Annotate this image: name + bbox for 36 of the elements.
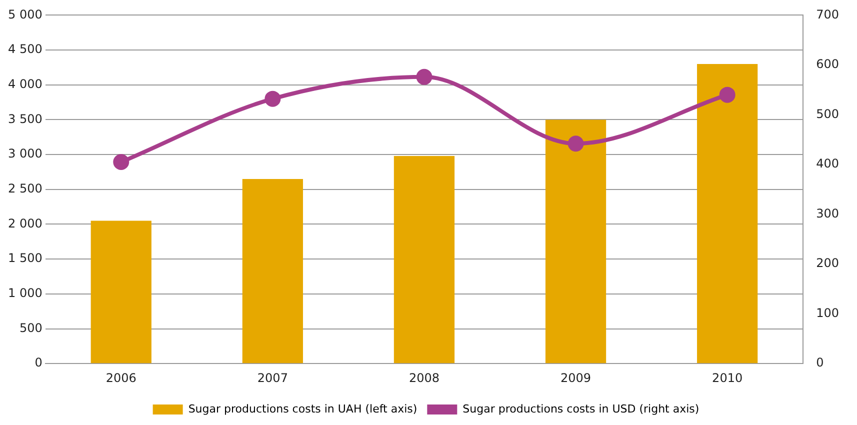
y2-tick-label: 100 bbox=[816, 306, 839, 320]
y2-tick-label: 500 bbox=[816, 106, 839, 121]
y2-tick-label: 600 bbox=[816, 57, 839, 72]
point bbox=[113, 154, 130, 170]
y-tick-label: 2 500 bbox=[8, 182, 42, 196]
y-tick-label: 4 500 bbox=[8, 42, 42, 56]
y-tick-label: 4 000 bbox=[8, 77, 42, 92]
x-tick-label: 2006 bbox=[106, 370, 136, 385]
x-tick-label: 2008 bbox=[408, 370, 440, 385]
x-tick-label: 2007 bbox=[257, 370, 288, 385]
x-tick-label: 2009 bbox=[560, 370, 592, 385]
y-tick-label: 1 500 bbox=[8, 251, 42, 266]
legend-label: Sugar productions costs in UAH (left axis) bbox=[188, 402, 418, 416]
y2-tick-label: 0 bbox=[816, 356, 824, 370]
y-tick-label: 500 bbox=[19, 320, 42, 335]
y-tick-label: 3 500 bbox=[8, 112, 42, 126]
legend-label: Sugar productions costs in USD (right axis) bbox=[462, 402, 700, 416]
bar bbox=[90, 220, 152, 364]
y2-tick-label: 400 bbox=[816, 156, 839, 171]
bar bbox=[697, 64, 758, 364]
point bbox=[264, 90, 281, 107]
bar bbox=[545, 120, 606, 364]
point bbox=[416, 68, 432, 85]
y2-tick-label: 300 bbox=[816, 206, 839, 220]
bar bbox=[242, 178, 303, 364]
y-tick-label: 1 000 bbox=[8, 286, 42, 300]
y2-tick-label: 700 bbox=[816, 7, 839, 22]
bar bbox=[394, 156, 455, 364]
x-tick-label: 2010 bbox=[712, 370, 743, 385]
y-tick-label: 5 000 bbox=[8, 7, 42, 22]
point bbox=[719, 86, 736, 103]
y-tick-label: 2 000 bbox=[8, 216, 42, 230]
y-tick-label: 0 bbox=[34, 356, 42, 370]
y-tick-label: 3 000 bbox=[8, 146, 42, 161]
point bbox=[568, 136, 584, 152]
y2-tick-label: 200 bbox=[816, 256, 839, 270]
